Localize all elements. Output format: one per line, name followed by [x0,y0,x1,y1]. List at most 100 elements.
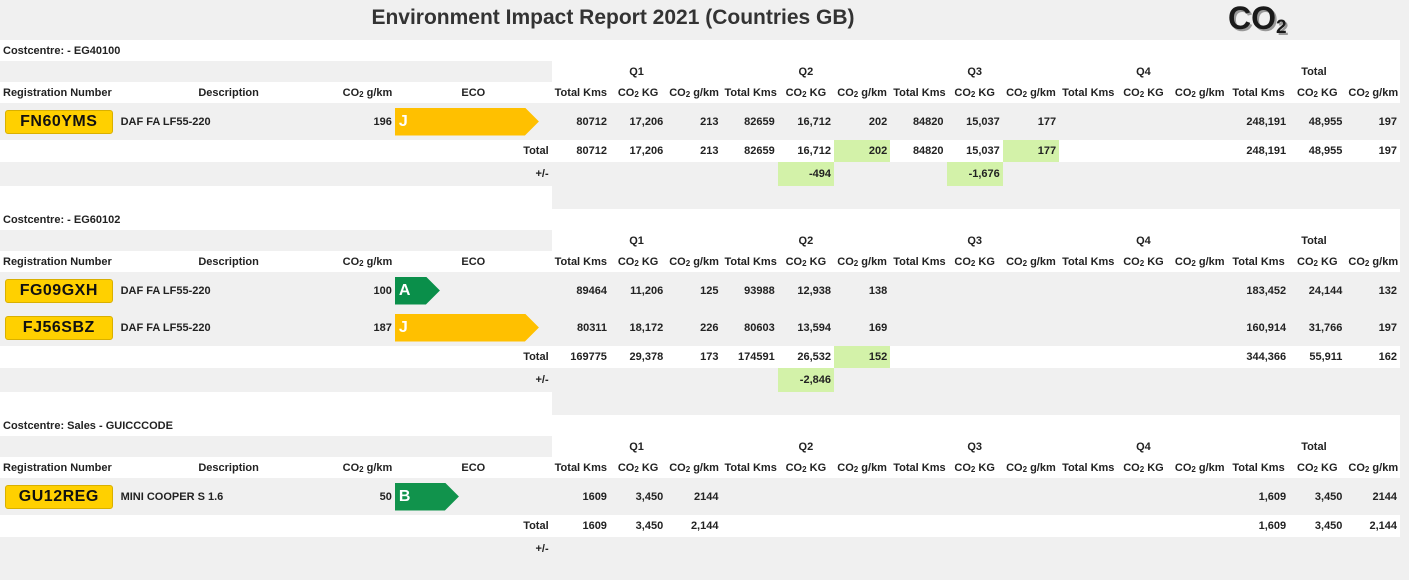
vehicle-q4-value [1171,478,1228,515]
vehicle-q3-value [890,309,947,346]
eco-rating-arrow: A [395,277,440,305]
total-total-value: 344,366 [1227,346,1290,368]
vehicle-q3-value [946,478,1003,515]
blank-cell [666,368,722,392]
vehicle-q2-value: 93988 [721,272,778,309]
total-q4-value [1171,346,1228,368]
col-description: Description [117,251,340,272]
col-co2-gkm: CO2 g/km [1002,251,1060,272]
totals-row: Total 1609 3,450 2,144 1,609 3,450 2,144 [0,515,1400,537]
blank-cell [1171,162,1228,186]
quarter-header-q2: Q2 [721,61,891,82]
blank-cell [1345,537,1400,561]
vehicle-q3-value: 15,037 [946,103,1003,140]
vehicle-total-value: 160,914 [1227,309,1290,346]
col-co2-gkm: CO2 g/km [1345,251,1400,272]
blank-cell [1227,162,1290,186]
total-q4-value [1171,515,1228,537]
quarter-header-row: Q1 Q2 Q3 Q4 Total [0,436,1400,457]
total-q4-value [1171,140,1228,162]
blank-cell [1002,368,1060,392]
vehicle-row: FJ56SBZ DAF FA LF55-220 187 J 80311 18,172 226… [0,309,1400,346]
quarter-header-q2: Q2 [721,436,891,457]
report-table: Costcentre: - EG40100 Q1 Q2 Q3 Q4 Total Regist… [0,40,1400,561]
quarter-header-q1: Q1 [551,230,722,251]
blank-cell [0,436,552,457]
total-q4-value [1059,515,1116,537]
total-q1-value: 173 [666,346,722,368]
col-total-kms: Total Kms [551,251,610,272]
col-co2-gkm: CO2 g/km [1171,251,1228,272]
blank-cell [721,368,778,392]
costcentre-title-row: Costcentre: - EG60102 [0,209,1400,230]
vehicle-total-value: 2144 [1345,478,1400,515]
blank-cell [834,162,891,186]
col-co2-kg: CO2 KG [1289,457,1346,478]
quarter-header-q3: Q3 [890,230,1060,251]
spacer-cell [0,186,552,209]
blank-cell [1059,537,1116,561]
eco-rating-arrow: B [395,483,459,511]
difference-q3-value: -1,676 [946,162,1003,186]
spacer-row [0,392,1400,415]
col-co2-gkm: CO2 g/km [666,82,722,103]
quarter-header-q1: Q1 [551,436,722,457]
total-q1-value: 169775 [551,346,610,368]
blank-cell [666,537,722,561]
vehicle-description: DAF FA LF55-220 [117,309,340,346]
total-total-value: 3,450 [1289,515,1346,537]
registration-plate[interactable]: FN60YMS [4,109,113,134]
registration-plate[interactable]: FJ56SBZ [4,315,113,340]
vehicle-q1-value: 125 [666,272,722,309]
vehicle-q4-value [1115,309,1172,346]
eco-rating-arrow: J [395,108,539,136]
col-co2-gkm: CO2 g/km [834,82,891,103]
blank-cell [890,368,947,392]
blank-cell [1227,537,1290,561]
col-total-kms: Total Kms [890,457,947,478]
vehicle-q3-value [1002,272,1060,309]
total-total-value: 2,144 [1345,515,1400,537]
vehicle-co2-gkm: 100 [339,272,395,309]
blank-cell [721,162,778,186]
difference-row: +/- [0,537,1400,561]
spacer-row [0,186,1400,209]
col-co2-gkm: CO2 g/km [1002,457,1060,478]
blank-cell [946,368,1003,392]
col-co2-kg: CO2 KG [946,82,1003,103]
col-co2-kg: CO2 KG [777,251,834,272]
vehicle-co2-gkm: 196 [339,103,395,140]
quarter-header-q2: Q2 [721,230,891,251]
col-co2-kg: CO2 KG [777,82,834,103]
blank-cell [890,162,947,186]
column-header-row: Registration Number Description CO2 g/km EC… [0,251,1400,272]
registration-cell: FN60YMS [0,103,118,140]
total-q1-value: 1609 [551,515,610,537]
blank-cell [1059,162,1116,186]
vehicle-q2-value [721,478,778,515]
blank-cell [0,140,340,162]
col-total-kms: Total Kms [551,82,610,103]
vehicle-q1-value: 2144 [666,478,722,515]
total-q1-value: 3,450 [609,515,667,537]
col-total-kms: Total Kms [1059,457,1116,478]
blank-cell [551,162,610,186]
vehicle-total-value: 197 [1345,309,1400,346]
registration-plate[interactable]: GU12REG [4,484,113,509]
blank-cell [721,537,778,561]
total-q2-value: 152 [834,346,891,368]
total-q3-value: 84820 [890,140,947,162]
quarter-header-total: Total [1227,230,1400,251]
total-q3-value [890,515,947,537]
vehicle-q1-value: 226 [666,309,722,346]
registration-plate[interactable]: FG09GXH [4,278,113,303]
vehicle-description: DAF FA LF55-220 [117,103,340,140]
costcentre-title-row: Costcentre: Sales - GUICCCODE [0,415,1400,436]
blank-cell [777,537,834,561]
vehicle-q4-value [1059,103,1116,140]
total-q1-value: 2,144 [666,515,722,537]
blank-cell [834,537,891,561]
vehicle-total-value: 197 [1345,103,1400,140]
col-total-kms: Total Kms [551,457,610,478]
col-co2-kg: CO2 KG [777,457,834,478]
